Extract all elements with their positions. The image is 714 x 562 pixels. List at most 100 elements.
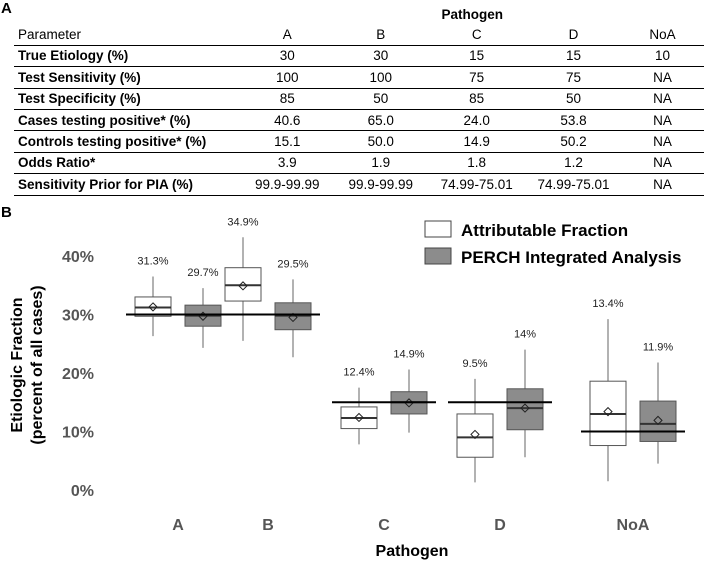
legend-label: PERCH Integrated Analysis <box>461 248 681 267</box>
value-cell: 1.8 <box>427 152 526 175</box>
param-cell: Cases testing positive* (%) <box>14 109 241 132</box>
table-header-row: Parameter A B C D NoA <box>14 24 704 46</box>
value-cell: 15.1 <box>240 130 335 153</box>
mean-marker <box>354 412 364 423</box>
column-header: A <box>240 24 335 46</box>
mean-label: 31.3% <box>137 255 168 267</box>
column-header: B <box>334 24 428 46</box>
value-cell: 3.9 <box>240 152 335 175</box>
mean-label: 29.7% <box>187 267 218 279</box>
value-cell: 99.9-99.99 <box>240 173 335 196</box>
table-row: Sensitivity Prior for PIA (%) 99.9-99.99 9… <box>14 173 704 196</box>
param-cell: Test Specificity (%) <box>14 88 241 110</box>
box <box>506 388 544 431</box>
value-cell: 15 <box>525 45 622 68</box>
value-cell: NA <box>621 88 704 110</box>
value-cell: 50 <box>525 88 622 110</box>
mean-label: 11.9% <box>643 341 674 353</box>
table-row: Test Sensitivity (%) 100 100 75 75 NA <box>14 66 704 89</box>
value-cell: 50 <box>334 88 428 110</box>
column-header: Parameter <box>14 24 241 46</box>
value-cell: 10 <box>621 45 704 68</box>
y-tick-label: 40% <box>62 249 94 266</box>
value-cell: 24.0 <box>427 109 526 132</box>
mean-label: 29.5% <box>277 258 308 270</box>
param-cell: Test Sensitivity (%) <box>14 66 241 89</box>
boxplot-chart: 0% 10% 20% 30% 40% Etiologic Fraction (percent… <box>9 216 685 560</box>
y-axis-label-group: Etiologic Fraction (percent of all cases) <box>9 285 46 444</box>
value-cell: 30 <box>240 45 335 68</box>
value-cell: NA <box>621 109 704 132</box>
mean-marker <box>653 415 663 426</box>
value-cell: 100 <box>334 66 428 89</box>
y-tick-label: 20% <box>62 366 94 383</box>
y-tick-label: 30% <box>62 308 94 325</box>
table-row: Cases testing positive* (%) 40.6 65.0 24.0 5… <box>14 109 704 132</box>
legend-label: Attributable Fraction <box>461 221 628 240</box>
param-cell: True Etiology (%) <box>14 45 241 68</box>
mean-marker <box>603 406 613 417</box>
value-cell: NA <box>621 173 704 196</box>
mean-marker <box>288 312 298 323</box>
value-cell: 50.2 <box>525 130 622 153</box>
value-cell: 75 <box>525 66 622 89</box>
value-cell: 53.8 <box>525 109 622 132</box>
table-row: True Etiology (%) 30 30 15 15 10 <box>14 45 704 68</box>
panel-b-label: B <box>1 204 12 221</box>
value-cell: 1.9 <box>334 152 428 175</box>
parameter-table: Pathogen Parameter A B C D NoA True Etio… <box>14 4 704 196</box>
value-cell: 85 <box>427 88 526 110</box>
value-cell: 75 <box>427 66 526 89</box>
value-cell: 50.0 <box>334 130 428 153</box>
y-axis-label: (percent of all cases) <box>29 285 46 444</box>
mean-label: 9.5% <box>462 358 487 370</box>
mean-marker <box>238 281 248 291</box>
value-cell: 100 <box>240 66 335 89</box>
value-cell: 15 <box>427 45 526 68</box>
table-group-header-row: Pathogen <box>14 4 704 24</box>
x-tick-label: C <box>378 517 390 534</box>
mean-marker <box>520 403 530 413</box>
value-cell: 85 <box>240 88 335 110</box>
param-cell: Sensitivity Prior for PIA (%) <box>14 173 241 196</box>
value-cell: 40.6 <box>240 109 335 132</box>
mean-label: 13.4% <box>592 298 623 310</box>
mean-label: 12.4% <box>343 367 374 379</box>
x-tick-label: NoA <box>617 517 650 534</box>
table-row: Test Specificity (%) 85 50 85 50 NA <box>14 88 704 110</box>
value-cell: 1.2 <box>525 152 622 175</box>
mean-label: 14.9% <box>393 348 424 360</box>
y-tick-label: 10% <box>62 425 94 442</box>
group-header: Pathogen <box>441 6 504 22</box>
x-tick-label: B <box>262 517 274 534</box>
column-header: NoA <box>621 24 704 46</box>
value-cell: NA <box>621 66 704 89</box>
column-header: D <box>525 24 622 46</box>
legend-swatch <box>424 247 452 265</box>
mean-marker <box>470 429 480 440</box>
mean-label: 34.9% <box>227 216 258 228</box>
value-cell: 74.99-75.01 <box>427 173 526 196</box>
panel-a-label: A <box>1 0 12 17</box>
param-cell: Controls testing positive* (%) <box>14 130 241 153</box>
x-tick-label: A <box>172 517 184 534</box>
column-header: C <box>427 24 526 46</box>
box <box>456 413 494 458</box>
value-cell: 30 <box>334 45 428 68</box>
x-tick-label: D <box>494 517 506 534</box>
mean-label: 14% <box>514 329 536 341</box>
box <box>639 400 677 442</box>
y-tick-label: 0% <box>71 483 94 500</box>
value-cell: 99.9-99.99 <box>334 173 428 196</box>
table-row: Odds Ratio* 3.9 1.9 1.8 1.2 NA <box>14 152 704 175</box>
value-cell: NA <box>621 152 704 175</box>
value-cell: 65.0 <box>334 109 428 132</box>
y-axis-label: Etiologic Fraction <box>9 297 26 432</box>
table-row: Controls testing positive* (%) 15.1 50.0 14… <box>14 130 704 153</box>
x-axis-label: Pathogen <box>376 543 449 560</box>
mean-marker <box>148 302 158 312</box>
legend-swatch <box>424 220 452 238</box>
value-cell: 74.99-75.01 <box>525 173 622 196</box>
value-cell: 14.9 <box>427 130 526 153</box>
value-cell: NA <box>621 130 704 153</box>
